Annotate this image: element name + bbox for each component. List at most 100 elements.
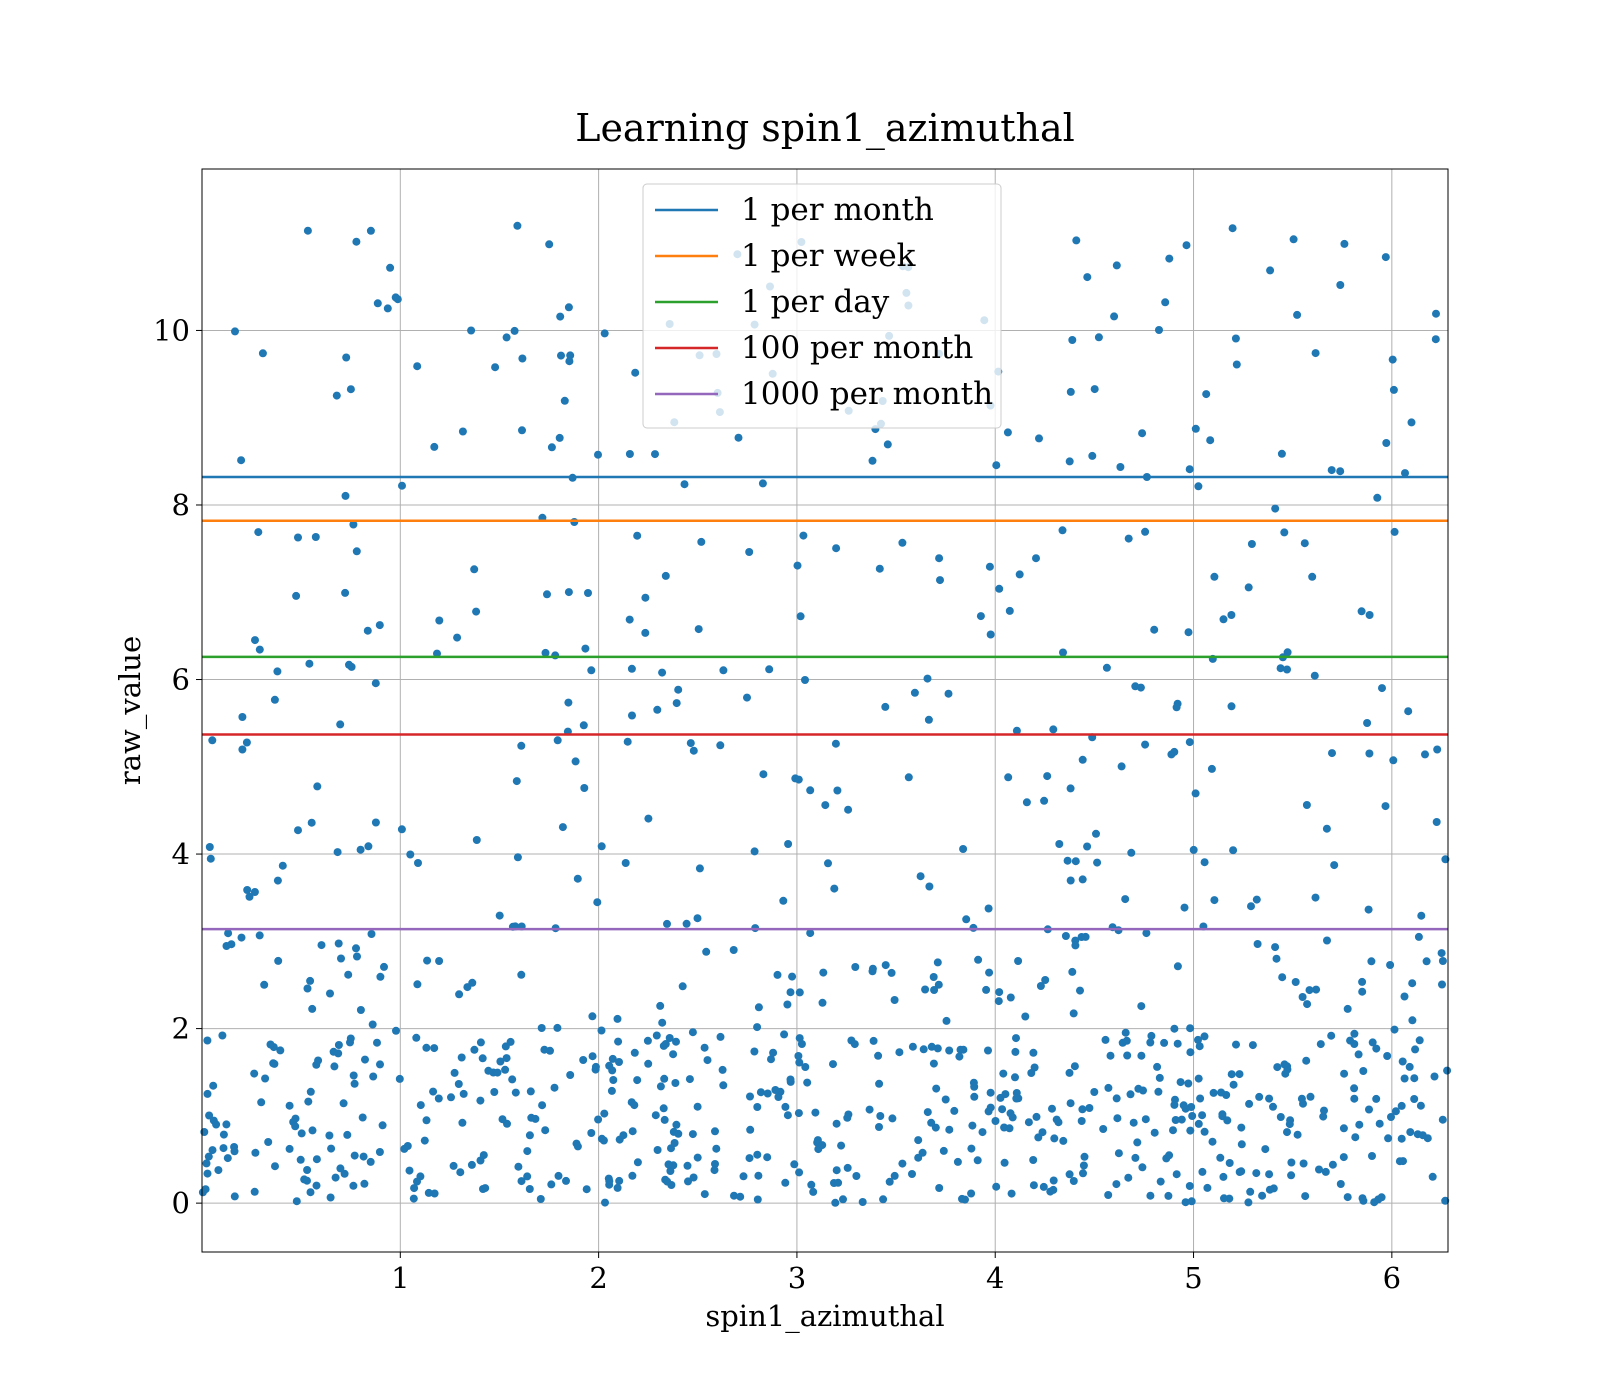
scatter-point — [1365, 749, 1374, 758]
scatter-point — [1032, 554, 1040, 563]
scatter-point — [1350, 1029, 1359, 1038]
scatter-point — [312, 1155, 321, 1164]
scatter-point — [852, 1172, 861, 1180]
scatter-point — [1247, 540, 1256, 548]
scatter-point — [661, 1040, 670, 1048]
scatter-point — [1069, 1009, 1078, 1018]
scatter-point — [538, 1101, 547, 1110]
scatter-point — [1316, 1040, 1325, 1049]
scatter-point — [1310, 671, 1319, 680]
scatter-point — [1378, 684, 1386, 693]
scatter-point — [605, 1177, 614, 1186]
scatter-point — [890, 1171, 899, 1180]
scatter-point — [664, 1160, 673, 1169]
scatter-point — [517, 741, 526, 750]
scatter-point — [763, 1153, 772, 1162]
scatter-point — [587, 1129, 596, 1137]
scatter-point — [340, 1169, 349, 1178]
scatter-point — [746, 1092, 754, 1101]
legend-label: 1 per day — [741, 284, 890, 320]
scatter-point — [467, 1160, 476, 1169]
scatter-point — [663, 1177, 672, 1186]
scatter-point — [930, 986, 939, 994]
scatter-point — [306, 976, 315, 985]
scatter-point — [285, 1144, 294, 1153]
scatter-point — [832, 544, 841, 553]
scatter-point — [430, 442, 439, 451]
scatter-point — [1277, 449, 1286, 458]
y-tick-label: 0 — [172, 1186, 190, 1220]
scatter-point — [571, 757, 580, 766]
scatter-point — [1372, 1044, 1381, 1053]
scatter-point — [643, 1036, 652, 1045]
scatter-point — [1194, 482, 1203, 491]
scatter-point — [537, 1024, 546, 1032]
scatter-point — [260, 980, 269, 989]
scatter-point — [868, 456, 877, 465]
scatter-point — [674, 685, 683, 694]
scatter-point — [1336, 1180, 1345, 1188]
scatter-point — [1327, 466, 1336, 475]
y-tick-label: 10 — [153, 313, 190, 347]
scatter-point — [753, 1150, 762, 1159]
scatter-point — [250, 888, 259, 896]
scatter-point — [331, 1173, 340, 1182]
scatter-point — [627, 664, 636, 673]
scatter-point — [599, 1136, 608, 1145]
scatter-point — [526, 1087, 535, 1096]
scatter-point — [898, 1159, 907, 1168]
scatter-point — [908, 1170, 916, 1178]
scatter-point — [1136, 683, 1145, 692]
scatter-point — [1387, 1113, 1395, 1121]
scatter-point — [672, 699, 681, 708]
scatter-point — [995, 988, 1004, 997]
scatter-point — [1370, 1198, 1379, 1207]
scatter-point — [973, 1156, 982, 1165]
x-tick-label: 1 — [391, 1261, 409, 1295]
scatter-point — [1339, 1124, 1348, 1133]
scatter-point — [1099, 1125, 1108, 1133]
scatter-point — [1289, 235, 1298, 244]
scatter-point — [688, 1130, 697, 1139]
scatter-point — [296, 1155, 305, 1164]
scatter-point — [685, 1075, 694, 1084]
scatter-point — [1244, 583, 1253, 592]
scatter-point — [308, 1004, 317, 1013]
scatter-point — [556, 312, 565, 321]
scatter-point — [454, 1080, 463, 1088]
scatter-point — [942, 1016, 951, 1025]
scatter-point — [1014, 957, 1023, 965]
scatter-point — [1150, 1128, 1159, 1137]
scatter-point — [834, 1178, 843, 1187]
scatter-point — [984, 1046, 992, 1055]
scatter-point — [560, 396, 569, 405]
scatter-point — [525, 1185, 534, 1193]
scatter-point — [361, 1055, 369, 1064]
scatter-point — [601, 1198, 609, 1207]
scatter-point — [694, 625, 703, 634]
scatter-point — [1418, 1131, 1427, 1140]
scatter-point — [1043, 772, 1052, 781]
scatter-point — [393, 295, 402, 304]
y-tick-label: 2 — [172, 1012, 190, 1046]
scatter-point — [1321, 1167, 1330, 1176]
scatter-point — [1185, 738, 1194, 747]
scatter-point — [1071, 941, 1080, 950]
scatter-point — [523, 1172, 532, 1181]
scatter-point — [1400, 1074, 1409, 1083]
scatter-point — [829, 1060, 837, 1069]
scatter-point — [251, 636, 259, 645]
scatter-point — [1117, 762, 1126, 771]
scatter-point — [806, 786, 815, 795]
scatter-point — [712, 1144, 721, 1153]
scatter-point — [356, 1006, 365, 1014]
scatter-point — [1400, 992, 1409, 1001]
scatter-point — [879, 1195, 888, 1204]
scatter-point — [594, 450, 602, 459]
scatter-point — [962, 915, 971, 924]
scatter-point — [375, 621, 384, 630]
scatter-point — [767, 1055, 775, 1064]
scatter-point — [1232, 1040, 1240, 1049]
scatter-point — [669, 1127, 678, 1136]
scatter-point — [367, 930, 376, 938]
